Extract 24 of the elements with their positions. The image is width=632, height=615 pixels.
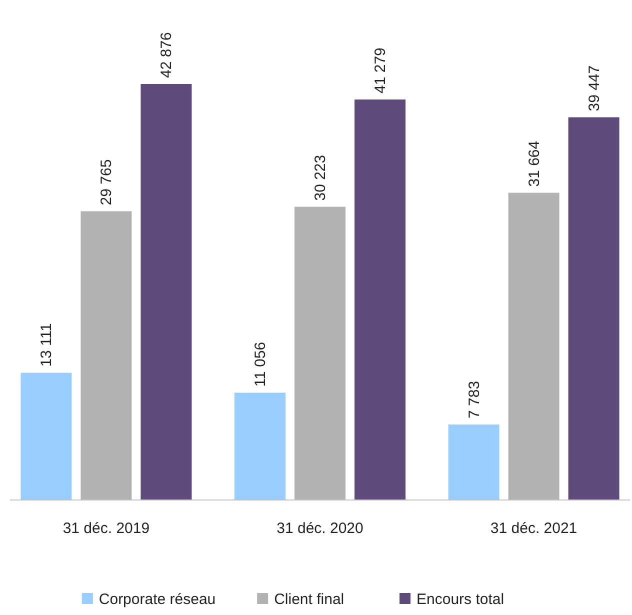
data-label: 41 279 <box>372 48 390 94</box>
x-tick-label: 31 déc. 2021 <box>490 520 578 537</box>
legend-label: Client final <box>274 591 344 608</box>
data-label: 30 223 <box>312 154 329 201</box>
bar <box>354 99 406 500</box>
data-label: 39 447 <box>586 65 603 112</box>
legend-label: Corporate réseau <box>98 591 216 608</box>
bar <box>140 84 192 500</box>
bar <box>80 211 132 500</box>
bar <box>234 392 286 500</box>
bar <box>20 372 72 500</box>
x-tick-label: 31 déc. 2019 <box>62 520 150 537</box>
bar <box>568 117 620 500</box>
bar <box>294 206 346 500</box>
bar <box>448 424 500 500</box>
x-tick-label: 31 déc. 2020 <box>276 520 364 537</box>
bar <box>508 192 560 500</box>
data-label: 42 876 <box>158 32 176 78</box>
legend-label: Encours total <box>416 591 504 608</box>
data-label: 11 056 <box>252 342 269 387</box>
data-label: 29 765 <box>98 159 116 206</box>
data-label: 13 111 <box>38 323 56 367</box>
data-label: 31 664 <box>526 140 543 187</box>
data-label: 7 783 <box>466 380 483 418</box>
